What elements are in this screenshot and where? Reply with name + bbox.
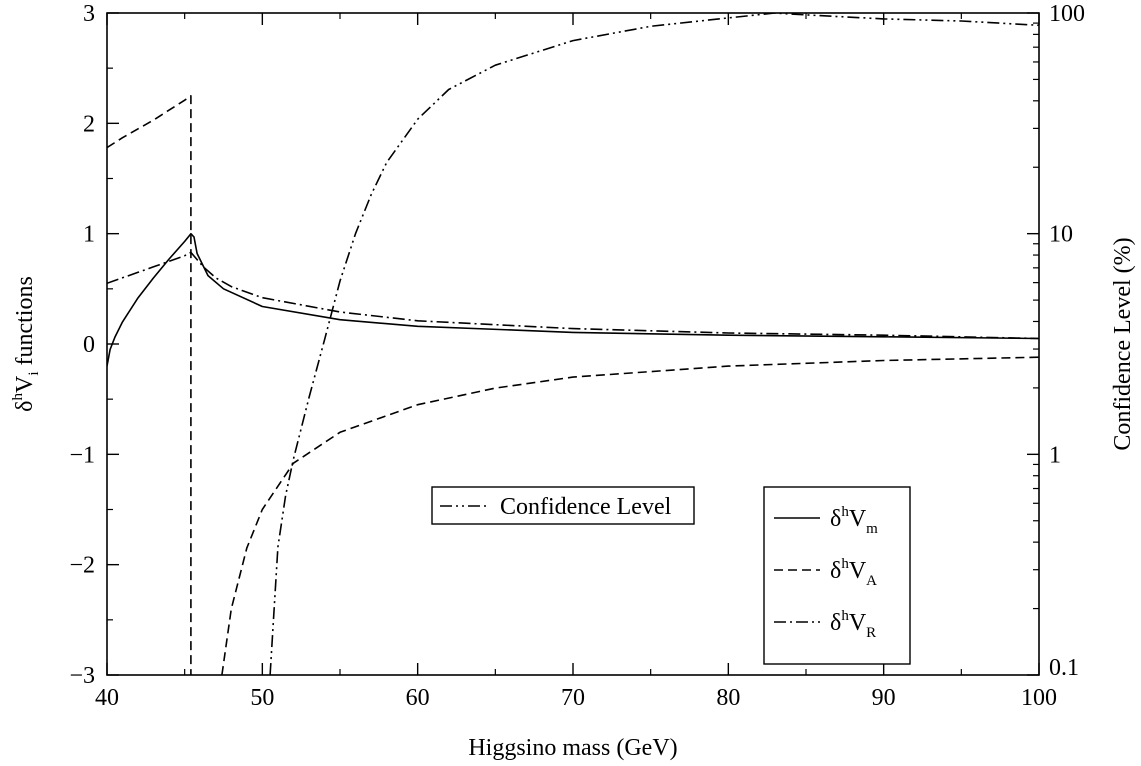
x-tick-label: 40 bbox=[95, 685, 119, 711]
y-right-tick-label: 10 bbox=[1049, 222, 1073, 248]
x-tick-label: 80 bbox=[716, 685, 740, 711]
y-left-title-tail: functions bbox=[12, 276, 38, 371]
legend-label-main: V bbox=[849, 506, 867, 532]
y-left-title-main: V bbox=[12, 375, 38, 393]
y-right-tick-label: 100 bbox=[1049, 1, 1085, 27]
legend-label-main: V bbox=[849, 558, 867, 584]
legend-label-base: δ bbox=[830, 506, 841, 532]
y-left-tick-label: 1 bbox=[83, 222, 95, 248]
legend-label-va: δhVA bbox=[830, 556, 877, 589]
legend-label-sup: h bbox=[841, 556, 849, 572]
legend-label-vm: δhVm bbox=[830, 504, 878, 537]
y-right-axis-title: Confidence Level (%) bbox=[1110, 237, 1136, 450]
y-left-tick-label: 0 bbox=[83, 332, 95, 358]
y-left-tick-label: 2 bbox=[83, 111, 95, 137]
legend-label-cl: Confidence Level bbox=[500, 494, 672, 520]
series-line-cl bbox=[269, 13, 1039, 675]
legend-label-sup: h bbox=[841, 504, 849, 520]
legend-label-sub: m bbox=[866, 521, 878, 537]
plot-area bbox=[107, 13, 1039, 675]
legend-label-sup: h bbox=[841, 608, 849, 624]
x-tick-label: 90 bbox=[872, 685, 896, 711]
y-left-title-sup: h bbox=[10, 393, 26, 401]
y-left-tick-label: −1 bbox=[69, 442, 95, 468]
y-left-tick-label: 3 bbox=[83, 1, 95, 27]
x-tick-label: 60 bbox=[406, 685, 430, 711]
axes: 40 50 60 70 80 90 1003210−1−2−31001010.1Higgsi… bbox=[10, 1, 1136, 761]
series-line-vm bbox=[107, 232, 1039, 367]
legend-label-base: δ bbox=[830, 558, 841, 584]
legend-label-vr: δhVR bbox=[830, 608, 876, 641]
series-line-va bbox=[107, 95, 192, 675]
y-left-tick-label: −2 bbox=[69, 553, 95, 579]
y-left-axis-title: δhVi functions bbox=[10, 276, 42, 412]
legend-label-sub: A bbox=[866, 573, 877, 589]
legend-label-sub: R bbox=[866, 625, 876, 641]
y-right-tick-label: 1 bbox=[1049, 442, 1061, 468]
x-tick-label: 70 bbox=[561, 685, 585, 711]
y-right-tick-label: 0.1 bbox=[1049, 655, 1079, 681]
series-line-va2 bbox=[221, 356, 1039, 675]
y-left-title-sub: i bbox=[26, 372, 42, 376]
legend-label-main: V bbox=[849, 610, 867, 636]
y-left-title-base: δ bbox=[12, 401, 38, 412]
x-axis-title: Higgsino mass (GeV) bbox=[468, 735, 677, 761]
series-line-vr bbox=[107, 251, 1039, 340]
legend-label-base: δ bbox=[830, 610, 841, 636]
legend-functions-box bbox=[763, 486, 911, 665]
x-tick-label: 50 bbox=[250, 685, 274, 711]
y-left-tick-label: −3 bbox=[69, 663, 95, 689]
x-tick-label: 100 bbox=[1021, 685, 1057, 711]
